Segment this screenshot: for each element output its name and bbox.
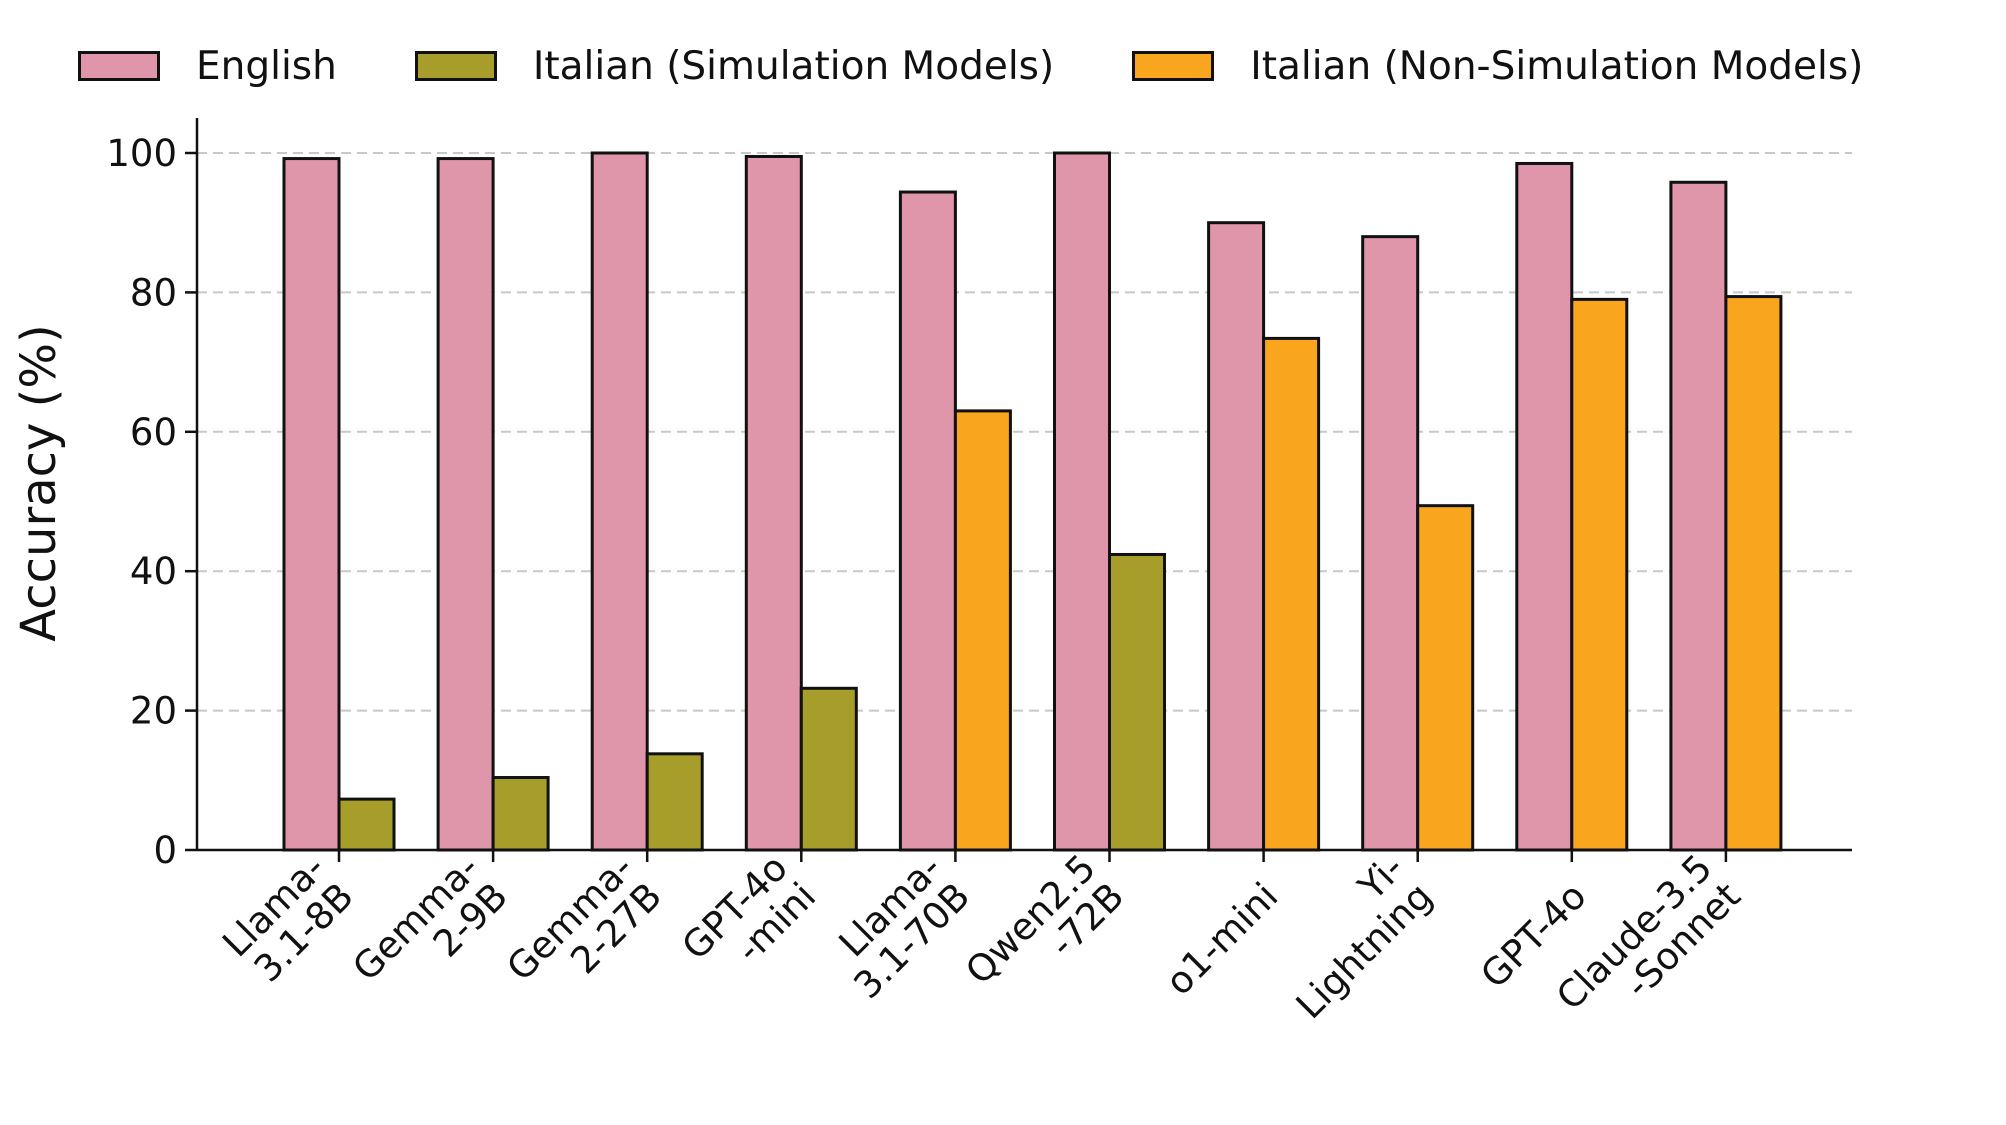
legend-label-english: English — [196, 43, 337, 89]
bar-english — [282, 157, 341, 852]
y-ticks: 0 20 40 60 80 100 — [106, 132, 197, 872]
x-tick-label: Gemma-2-9B — [344, 846, 516, 1018]
x-tick-label-text: Gemma-2-27B — [499, 846, 671, 1018]
bar-english — [744, 154, 803, 852]
bar-italian — [645, 752, 704, 852]
bar-italian — [953, 409, 1012, 852]
bar-italian — [1262, 336, 1321, 852]
y-tick-label: 0 — [153, 829, 177, 872]
y-tick-label: 20 — [130, 690, 177, 733]
legend-item-english: English — [78, 44, 337, 89]
legend-swatch-italian-non-simulation — [1132, 51, 1215, 81]
bar-italian — [337, 797, 396, 852]
bar-english — [1361, 235, 1420, 852]
bar-italian — [1570, 297, 1629, 852]
y-tick-label: 80 — [130, 271, 177, 314]
x-tick-label-text: Qwen2.5-72B — [957, 846, 1132, 1021]
legend-swatch-english — [78, 51, 160, 81]
y-tick-label: 100 — [106, 132, 177, 175]
x-tick-label: o1-mini — [1157, 874, 1286, 1003]
x-tick-label: Claude-3.5-Sonnet — [1548, 846, 1749, 1047]
y-axis-label: Accuracy (%) — [11, 324, 67, 641]
bar-english — [1669, 180, 1728, 852]
x-tick-label-text: Claude-3.5-Sonnet — [1548, 846, 1749, 1047]
bar-english — [590, 151, 649, 852]
x-tick-label-text: Llama-3.1-70B — [817, 846, 978, 1007]
x-tick-label-text: Yi-Lightning — [1260, 846, 1441, 1027]
axes — [195, 118, 1852, 852]
bar-italian — [1724, 295, 1783, 852]
x-tick-label: Llama-3.1-70B — [817, 846, 979, 1007]
bar-english — [1207, 221, 1266, 852]
x-tick-label-line: Lightning — [1288, 874, 1441, 1027]
legend-item-italian-non-simulation: Italian (Non-Simulation Models) — [1132, 44, 1863, 89]
bar-italian — [1416, 504, 1475, 852]
bar-italian — [491, 776, 550, 852]
legend-label-italian-simulation: Italian (Simulation Models) — [532, 43, 1055, 89]
x-tick-label-text: GPT-4o-mini — [674, 846, 824, 996]
x-tick-label: GPT-4o-mini — [674, 846, 824, 996]
x-tick-label: Qwen2.5-72B — [957, 846, 1132, 1021]
legend-swatch-italian-simulation — [414, 51, 497, 81]
x-tick-label-text: Gemma-2-9B — [344, 846, 516, 1018]
x-tick-label: Yi-Lightning — [1260, 846, 1441, 1027]
bar-italian — [799, 686, 858, 852]
y-tick-label: 40 — [130, 550, 177, 593]
bars — [282, 151, 1783, 852]
x-tick-label-line: o1-mini — [1157, 874, 1286, 1003]
x-tick-label: Llama-3.1-8B — [214, 846, 362, 994]
x-tick-label: Gemma-2-27B — [499, 846, 671, 1018]
bar-english — [436, 157, 495, 852]
x-tick-label-text: o1-mini — [1157, 874, 1286, 1003]
legend: English Italian (Simulation Models) Ital… — [78, 38, 1863, 94]
bar-italian — [1108, 552, 1166, 852]
bar-english — [1053, 151, 1111, 852]
x-tick-label-text: Llama-3.1-8B — [214, 846, 362, 994]
legend-label-italian-non-simulation: Italian (Non-Simulation Models) — [1250, 43, 1864, 89]
legend-item-italian-simulation: Italian (Simulation Models) — [414, 43, 1055, 89]
bar-english — [1515, 161, 1574, 852]
bar-english — [898, 190, 957, 852]
y-tick-label: 60 — [130, 411, 177, 454]
